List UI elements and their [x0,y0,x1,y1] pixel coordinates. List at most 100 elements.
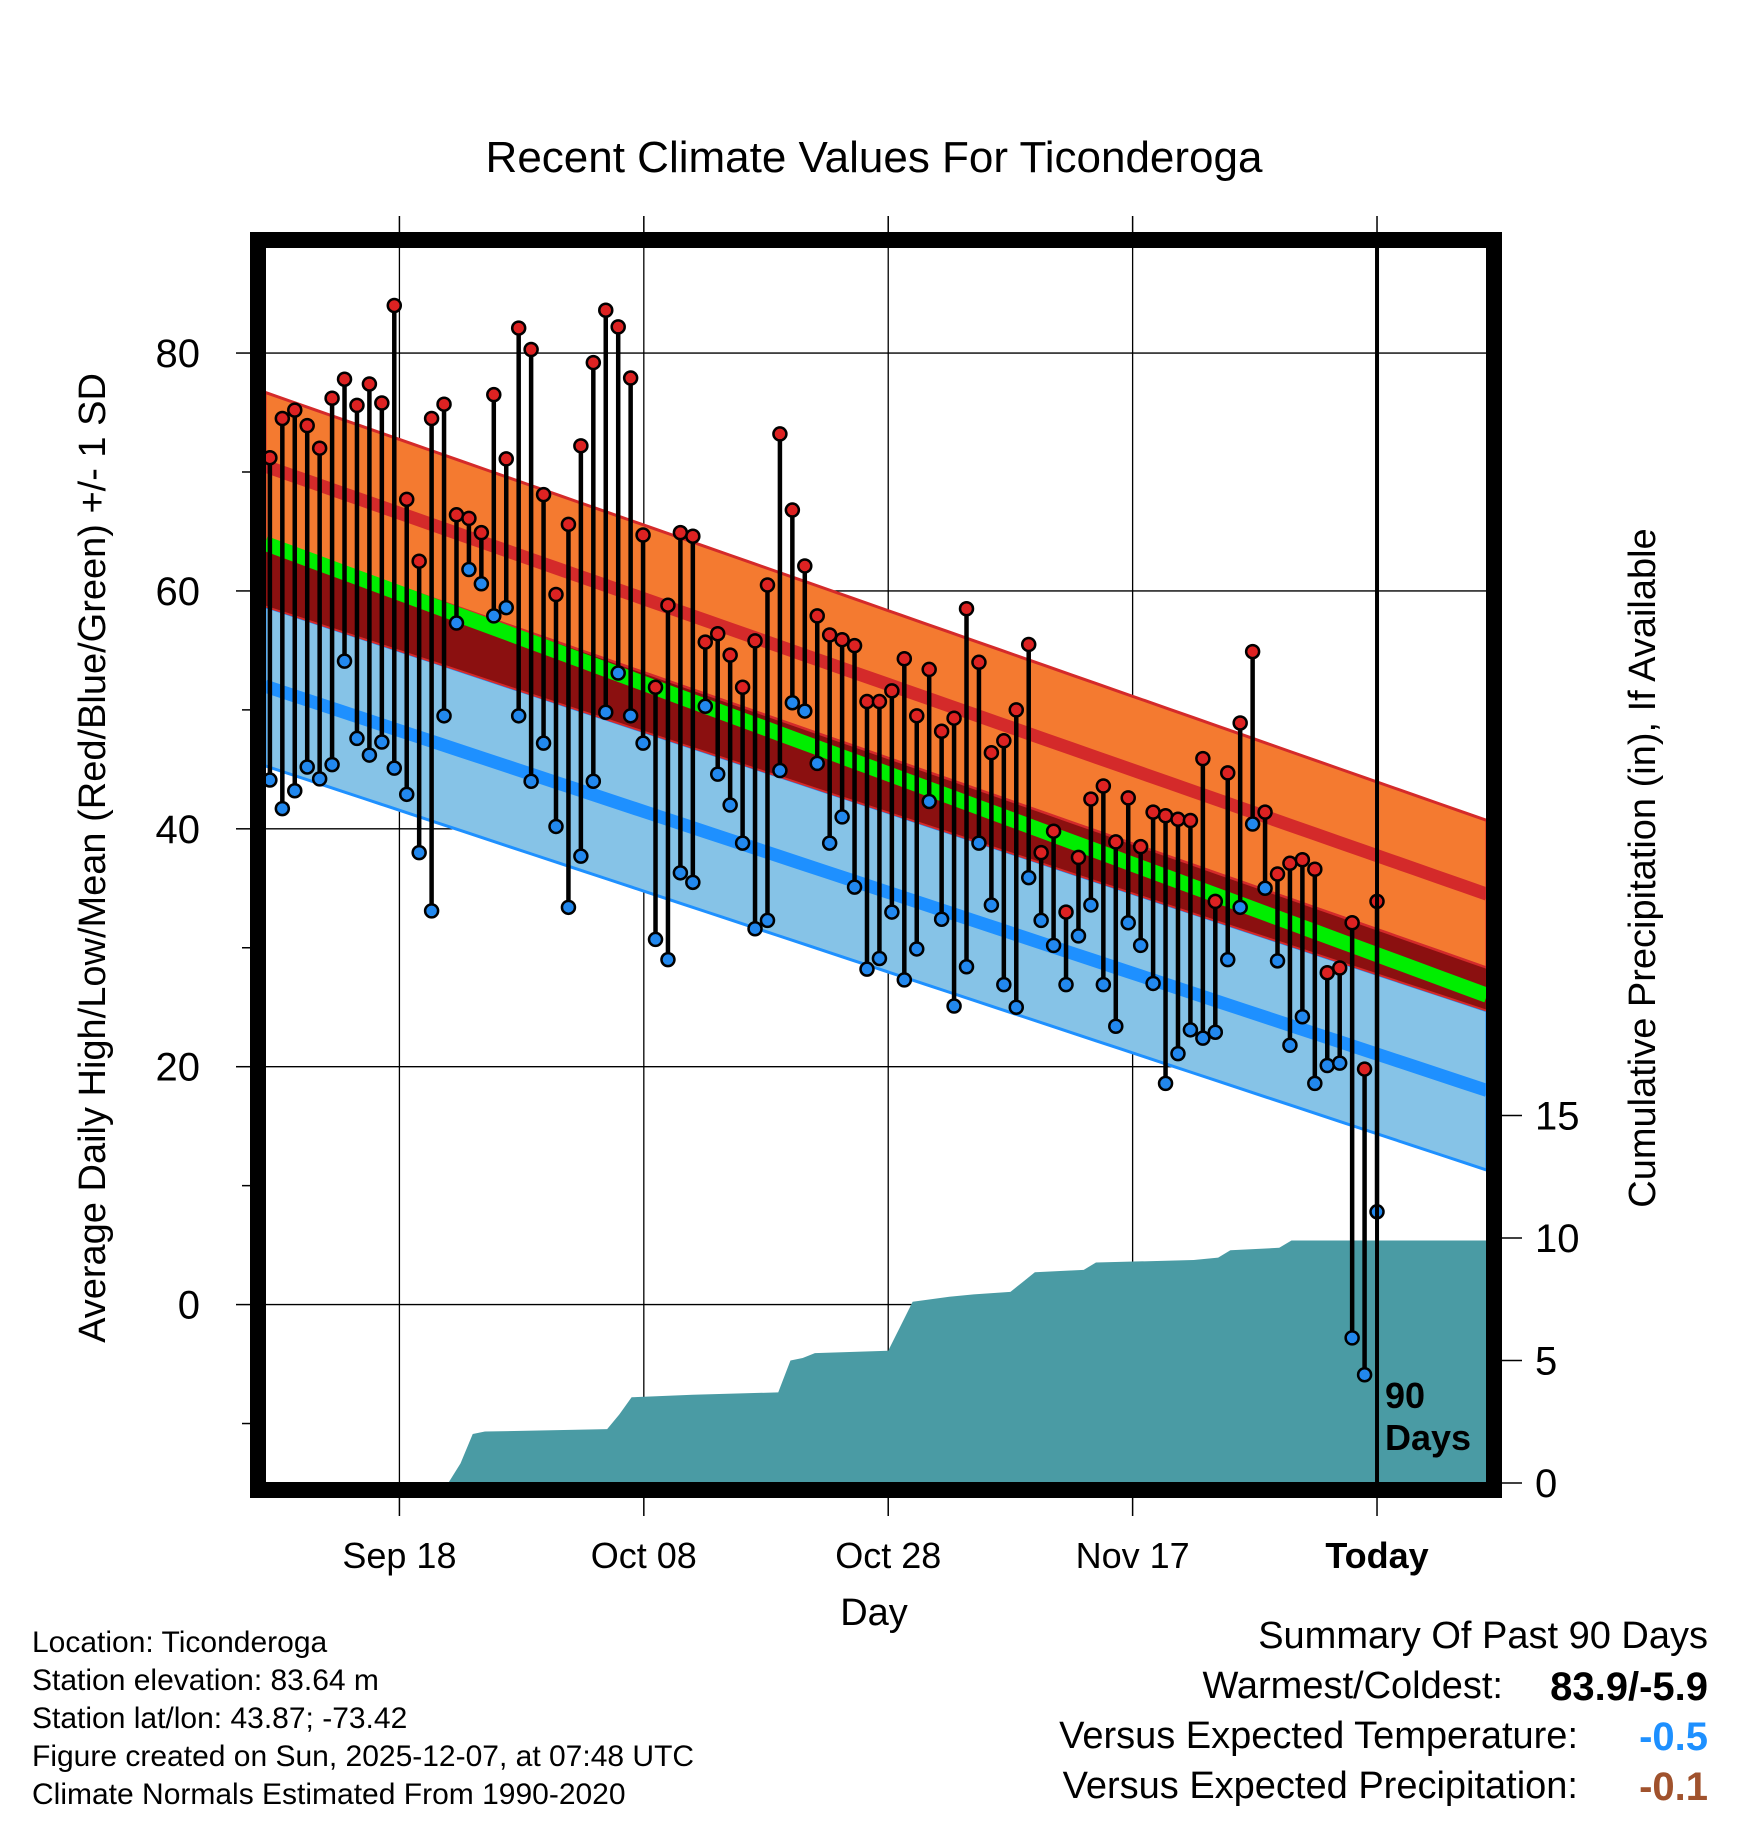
daily-high-point [1344,915,1360,931]
daily-low-point [660,951,676,968]
daily-high-point [548,586,564,603]
daily-high-point [697,634,714,650]
location-text: Location: Ticonderoga [32,1626,328,1659]
daily-high-point [1257,804,1273,820]
daily-high-point [996,733,1012,749]
y-tick-label: 40 [156,808,201,852]
x-tick-label: Nov 17 [1076,1535,1190,1576]
daily-high-point [797,558,813,574]
x-tick-label: Sep 18 [342,1535,456,1576]
daily-low-point [473,576,490,592]
daily-low-point [598,704,614,721]
latlon-text: Station lat/lon: 43.87; -73.42 [32,1702,408,1735]
daily-high-point [884,683,900,699]
y-tick-label: 0 [178,1284,200,1328]
daily-low-point [560,899,577,916]
daily-high-point [274,410,291,427]
daily-high-point [1269,866,1286,882]
daily-low-point [1045,937,1062,954]
daily-low-point [809,755,825,772]
daily-low-point [946,998,962,1014]
daily-high-point [834,631,850,648]
daily-high-point [1108,834,1124,850]
daily-low-point [958,959,975,975]
daily-low-point [1145,975,1161,992]
y2-tick-label: 15 [1535,1095,1580,1139]
daily-low-point [1108,1018,1124,1035]
daily-high-point [1058,904,1074,920]
daily-high-point [324,390,340,406]
daily-low-point [398,786,415,803]
daily-low-point [1331,1055,1348,1071]
daily-low-point [1182,1022,1199,1038]
station-info: Location: Ticonderoga Station elevation:… [32,1624,694,1814]
daily-high-point [486,386,502,403]
daily-low-point [884,904,900,920]
daily-low-point [933,911,950,927]
chart-title: Recent Climate Values For Ticonderoga [486,133,1263,182]
daily-high-point [1095,778,1112,794]
daily-high-point [1070,849,1087,866]
daily-high-point [1170,811,1186,828]
daily-high-point [685,528,701,544]
daily-high-point [784,502,801,518]
daily-low-point [1207,1024,1224,1040]
y-tick-label: 20 [156,1046,201,1090]
daily-high-point [772,426,788,442]
daily-high-point [1145,804,1161,820]
today-note-line: Days [1385,1417,1471,1458]
daily-low-point [971,835,987,851]
y-axis-label: Average Daily High/Low/Mean (Red/Blue/Gr… [72,373,114,1343]
daily-high-point [1207,893,1224,910]
warmest-coldest-label: Warmest/Coldest: [1202,1665,1503,1707]
daily-low-point [311,771,328,787]
daily-low-point [734,835,751,851]
daily-low-point [336,653,353,669]
daily-low-point [498,599,514,616]
daily-high-point [983,744,1000,761]
daily-low-point [1020,869,1037,886]
daily-high-point [709,626,726,642]
summary-title: Summary Of Past 90 Days [1258,1615,1708,1657]
daily-high-point [747,633,763,649]
daily-high-point [523,341,539,358]
daily-low-point [361,747,378,763]
daily-low-point [1170,1045,1186,1062]
daily-high-point [859,693,875,710]
daily-high-point [299,417,315,434]
daily-high-point [498,451,514,467]
daily-low-point [1319,1057,1336,1074]
daily-high-point [573,438,589,454]
daily-high-point [535,486,552,503]
daily-low-point [797,703,813,719]
daily-high-point [510,320,527,336]
daily-low-point [821,835,838,851]
daily-high-point [1331,960,1348,976]
daily-low-point [1257,880,1273,897]
daily-low-point [1269,953,1286,969]
daily-high-point [759,577,776,593]
daily-low-point [324,756,340,773]
daily-low-point [1344,1330,1360,1346]
daily-high-point [560,516,577,533]
x-axis-label: Day [840,1592,908,1634]
created-text: Figure created on Sun, 2025-12-07, at 07… [32,1740,695,1773]
daily-low-point [423,903,440,919]
daily-low-point [871,950,888,967]
elevation-text: Station elevation: 83.64 m [32,1664,379,1697]
daily-low-point [909,941,925,957]
daily-low-point [448,615,465,631]
temp-anomaly-label: Versus Expected Temperature: [1059,1715,1578,1757]
daily-high-point [461,510,477,527]
x-tick-label: Oct 08 [591,1535,697,1576]
daily-low-point [510,708,527,724]
daily-high-point [336,371,353,387]
daily-high-point [946,710,962,726]
daily-low-point [1070,928,1087,944]
daily-high-point [1182,812,1199,829]
daily-high-point [473,524,490,541]
daily-low-point [1219,951,1236,968]
y-tick-label: 60 [156,570,201,614]
